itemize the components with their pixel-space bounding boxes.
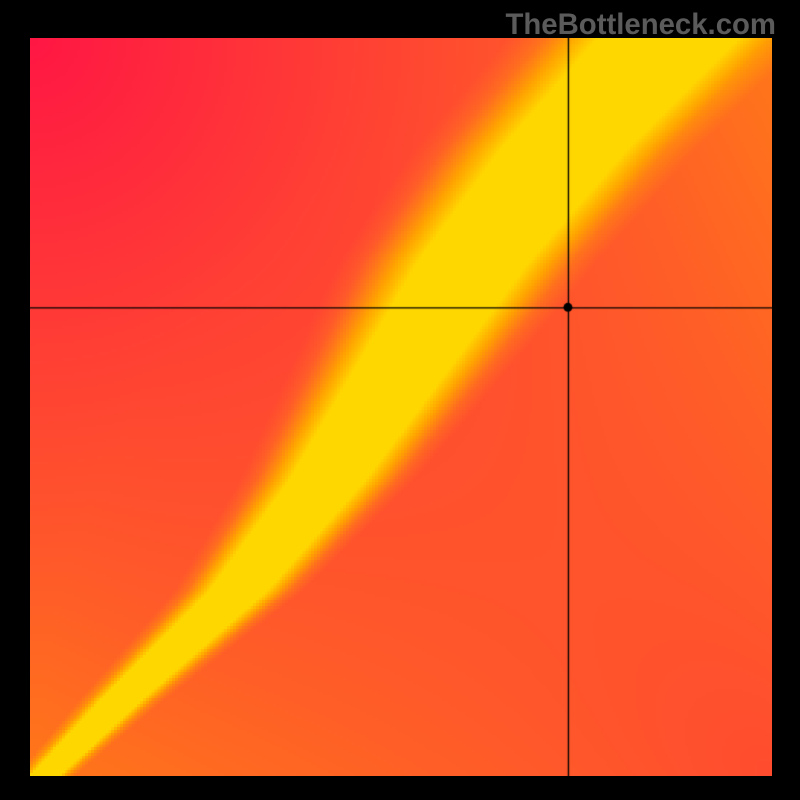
crosshair-overlay	[30, 38, 772, 776]
watermark-label: TheBottleneck.com	[505, 8, 776, 42]
chart-container: TheBottleneck.com	[0, 0, 800, 800]
